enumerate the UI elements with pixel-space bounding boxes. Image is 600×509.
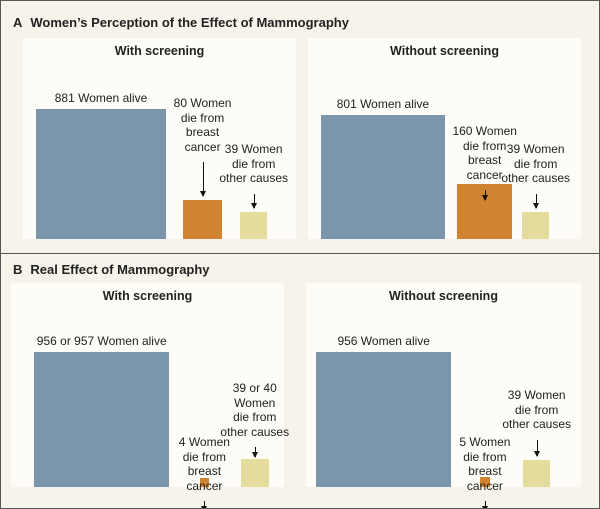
label-alive: 881 Women alive — [54, 90, 148, 105]
label-alive: 801 Women alive — [336, 97, 430, 112]
bar-other-causes — [522, 211, 550, 239]
label-other-causes: 39 or 40 Women die from other causes — [220, 381, 290, 439]
panel-a-chart-1: Without screening 801 Women alive 160 Wome… — [308, 38, 581, 239]
chart-title: Without screening — [390, 44, 499, 58]
label-breast-cancer: 4 Women die from breast cancer — [178, 435, 230, 493]
arrow-icon — [250, 193, 257, 209]
bar-breast-cancer — [480, 477, 490, 487]
bar-alive — [36, 108, 166, 239]
chart-title: Without screening — [389, 289, 498, 303]
bar-alive — [34, 351, 170, 487]
arrow-icon — [481, 501, 488, 508]
label-breast-cancer: 5 Women die from breast cancer — [459, 435, 511, 493]
panel-a-title-text: Women’s Perception of the Effect of Mamm… — [30, 15, 349, 30]
chart-title: With screening — [114, 44, 205, 58]
panel-a-chart-0: With screening 881 Women alive 80 Women di… — [23, 38, 296, 239]
label-alive: 956 or 957 Women alive — [36, 333, 167, 348]
bar-other-causes — [523, 459, 551, 487]
arrow-icon — [481, 190, 488, 201]
panel-b-chart-1: Without screening 956 Women alive 5 Women … — [306, 283, 581, 508]
panel-b-letter: B — [13, 262, 23, 277]
panel-b-title: B Real Effect of Mammography — [13, 262, 210, 277]
label-other-causes: 39 Women die from other causes — [502, 388, 572, 431]
label-alive: 956 Women alive — [337, 333, 430, 348]
arrow-icon — [201, 501, 208, 508]
chart-title: With screening — [102, 289, 193, 303]
bar-breast-cancer — [200, 478, 209, 487]
arrow-icon — [251, 447, 258, 458]
panel-divider — [1, 253, 599, 254]
bar-alive — [316, 351, 452, 487]
bar-alive — [321, 115, 445, 239]
arrow-icon — [533, 439, 540, 457]
arrow-icon — [532, 193, 539, 209]
label-other-causes: 39 Women die from other causes — [501, 142, 571, 185]
arrow-icon — [199, 162, 206, 197]
panel-a-title: A Women’s Perception of the Effect of Mam… — [13, 15, 349, 30]
bar-breast-cancer — [183, 199, 223, 239]
bar-other-causes — [241, 459, 269, 487]
bar-other-causes — [240, 211, 268, 239]
panel-a-letter: A — [13, 15, 23, 30]
panel-b-chart-0: With screening 956 or 957 Women alive 4 Wo… — [11, 283, 289, 508]
label-other-causes: 39 Women die from other causes — [219, 142, 289, 185]
panel-b-title-text: Real Effect of Mammography — [30, 262, 210, 277]
label-breast-cancer: 80 Women die from breast cancer — [173, 96, 232, 154]
label-breast-cancer: 160 Women die from breast cancer — [452, 124, 517, 182]
